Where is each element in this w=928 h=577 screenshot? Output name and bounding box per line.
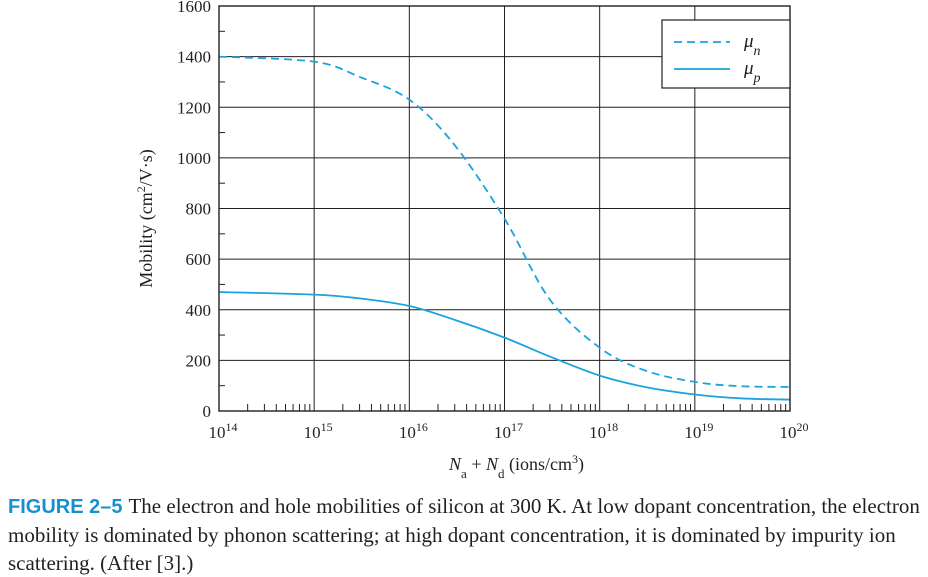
y-tick-label-1200: 1200 (177, 98, 211, 117)
legend: μn μp (661, 19, 791, 89)
minor-ticks (219, 30, 787, 411)
y-tick-label-1600: 1600 (177, 0, 211, 16)
y-axis-label: Mobility (cm2/V·s) (134, 149, 157, 288)
x-tick-label-17: 1017 (494, 420, 523, 442)
grid (218, 5, 791, 412)
y-tick-label-0: 0 (203, 402, 212, 421)
y-tick-label-1400: 1400 (177, 48, 211, 67)
figure-caption: FIGURE 2–5 The electron and hole mobiliti… (8, 492, 926, 577)
y-tick-label-800: 800 (186, 200, 212, 219)
x-tick-label-20: 1020 (780, 420, 809, 442)
x-tick-labels: 1014 1015 1016 1017 1018 1019 1020 (209, 420, 809, 442)
x-tick-label-19: 1019 (684, 420, 713, 442)
legend-box (661, 19, 791, 89)
y-tick-label-600: 600 (186, 250, 212, 269)
y-tick-label-1000: 1000 (177, 149, 211, 168)
y-tick-label-200: 200 (186, 351, 212, 370)
x-tick-label-16: 1016 (399, 420, 428, 442)
y-tick-labels: 0 200 400 600 800 1000 1200 1400 1600 (177, 0, 211, 421)
x-axis-label: Na + Nd (ions/cm3) (448, 452, 584, 481)
x-tick-label-14: 1014 (209, 420, 238, 442)
legend-label-mu-n: μn (743, 31, 761, 59)
series-line-μp (218, 291, 791, 401)
series-line-μn (218, 55, 791, 388)
series-lines (218, 55, 791, 401)
legend-label-mu-p: μp (743, 58, 761, 86)
plot-frame (218, 5, 791, 412)
figure-caption-text: The electron and hole mobilities of sili… (8, 494, 920, 575)
figure-label: FIGURE 2–5 (8, 496, 123, 518)
y-tick-label-400: 400 (186, 301, 212, 320)
x-tick-label-18: 1018 (589, 420, 618, 442)
x-tick-label-15: 1015 (304, 420, 333, 442)
